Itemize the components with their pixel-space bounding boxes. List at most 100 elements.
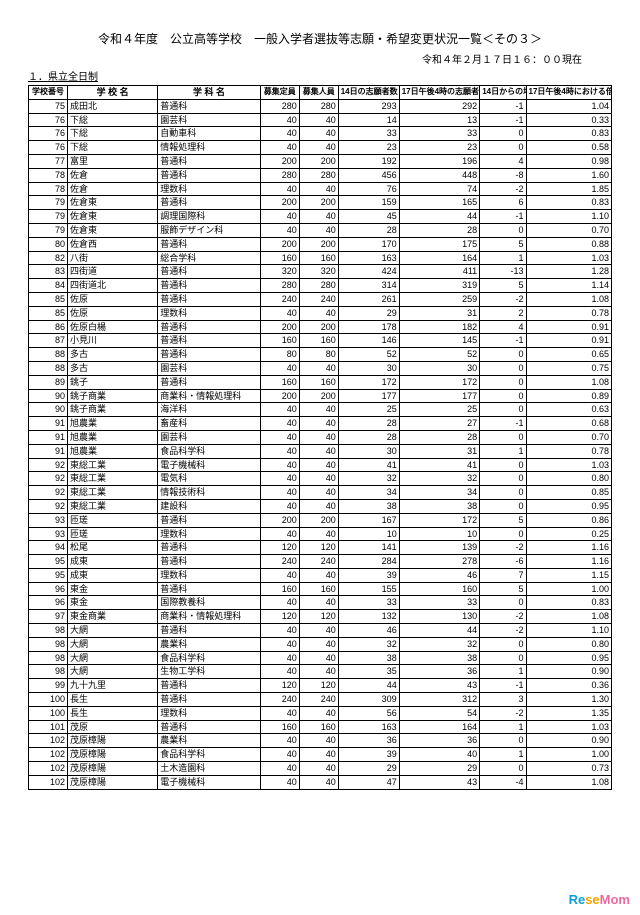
cell-diff: 1 [480,251,526,265]
cell-ratio: 0.65 [526,348,611,362]
cell-dept: 普通科 [158,555,260,569]
cell-diff: -2 [480,541,526,555]
cell-d14: 132 [338,610,399,624]
cell-school: 佐原 [68,306,158,320]
cell-bosyu: 280 [260,168,299,182]
cell-school: 四街道 [68,265,158,279]
cell-bosyu: 40 [260,499,299,513]
cell-bosyu: 40 [260,762,299,776]
cell-bosyu: 240 [260,292,299,306]
th-d17: 17日午後4時の志願者数 [399,86,479,100]
table-row: 79佐倉東調理国際科40404544-11.10 [29,210,612,224]
cell-dept: 商業科・情報処理科 [158,610,260,624]
cell-bosyu: 200 [260,196,299,210]
cell-d14: 44 [338,679,399,693]
cell-bosyu: 40 [260,665,299,679]
cell-bosyu: 200 [260,389,299,403]
cell-bosyu: 40 [260,624,299,638]
cell-dept: 普通科 [158,541,260,555]
cell-no: 80 [29,237,68,251]
cell-jinin: 40 [299,430,338,444]
cell-dept: 電子機械科 [158,775,260,789]
cell-no: 86 [29,320,68,334]
admissions-table: 学校番号 学 校 名 学 科 名 募集定員 募集人員 14日の志願者数 17日午… [28,85,612,790]
cell-school: 茂原樟陽 [68,748,158,762]
cell-school: 佐倉 [68,168,158,182]
cell-jinin: 40 [299,210,338,224]
cell-jinin: 120 [299,541,338,555]
cell-d14: 23 [338,141,399,155]
cell-d17: 259 [399,292,479,306]
cell-school: 銚子 [68,375,158,389]
cell-no: 90 [29,403,68,417]
cell-diff: -1 [480,99,526,113]
cell-d14: 56 [338,706,399,720]
cell-d14: 177 [338,389,399,403]
cell-d17: 27 [399,417,479,431]
cell-jinin: 160 [299,720,338,734]
table-row: 91旭農業畜産科40402827-10.68 [29,417,612,431]
table-row: 91旭農業園芸科4040282800.70 [29,430,612,444]
cell-no: 91 [29,444,68,458]
cell-diff: 0 [480,375,526,389]
cell-ratio: 0.83 [526,596,611,610]
cell-d14: 39 [338,568,399,582]
cell-d14: 167 [338,513,399,527]
cell-jinin: 160 [299,582,338,596]
cell-diff: 5 [480,279,526,293]
cell-no: 75 [29,99,68,113]
cell-d17: 38 [399,651,479,665]
cell-diff: 5 [480,582,526,596]
cell-ratio: 0.95 [526,499,611,513]
cell-diff: 2 [480,306,526,320]
cell-jinin: 40 [299,624,338,638]
cell-d14: 45 [338,210,399,224]
cell-diff: 1 [480,665,526,679]
cell-ratio: 0.98 [526,154,611,168]
cell-dept: 普通科 [158,237,260,251]
cell-school: 茂原樟陽 [68,775,158,789]
cell-diff: 0 [480,127,526,141]
cell-bosyu: 240 [260,555,299,569]
cell-jinin: 80 [299,348,338,362]
table-row: 98大網農業科4040323200.80 [29,637,612,651]
cell-jinin: 40 [299,596,338,610]
table-row: 102茂原樟陽農業科4040363600.90 [29,734,612,748]
table-row: 96東金国際教養科4040333300.83 [29,596,612,610]
cell-bosyu: 40 [260,637,299,651]
table-row: 85佐原理数科4040293120.78 [29,306,612,320]
cell-bosyu: 280 [260,279,299,293]
cell-d14: 41 [338,458,399,472]
cell-no: 98 [29,637,68,651]
cell-school: 下総 [68,141,158,155]
cell-ratio: 1.14 [526,279,611,293]
cell-school: 成田北 [68,99,158,113]
cell-d17: 36 [399,665,479,679]
cell-no: 98 [29,624,68,638]
table-row: 89銚子普通科16016017217201.08 [29,375,612,389]
cell-jinin: 40 [299,568,338,582]
cell-d17: 32 [399,472,479,486]
table-row: 91旭農業食品科学科4040303110.78 [29,444,612,458]
cell-bosyu: 280 [260,99,299,113]
cell-jinin: 40 [299,444,338,458]
cell-dept: 総合学科 [158,251,260,265]
cell-school: 佐原 [68,292,158,306]
cell-bosyu: 160 [260,334,299,348]
cell-diff: 0 [480,486,526,500]
cell-d14: 284 [338,555,399,569]
cell-no: 92 [29,486,68,500]
cell-d17: 448 [399,168,479,182]
cell-diff: -1 [480,334,526,348]
cell-dept: 食品科学科 [158,444,260,458]
cell-d14: 178 [338,320,399,334]
cell-d17: 177 [399,389,479,403]
cell-d14: 172 [338,375,399,389]
cell-bosyu: 40 [260,651,299,665]
cell-jinin: 40 [299,417,338,431]
cell-ratio: 1.08 [526,610,611,624]
table-row: 83四街道普通科320320424411-131.28 [29,265,612,279]
cell-bosyu: 80 [260,348,299,362]
cell-ratio: 0.36 [526,679,611,693]
cell-jinin: 280 [299,279,338,293]
